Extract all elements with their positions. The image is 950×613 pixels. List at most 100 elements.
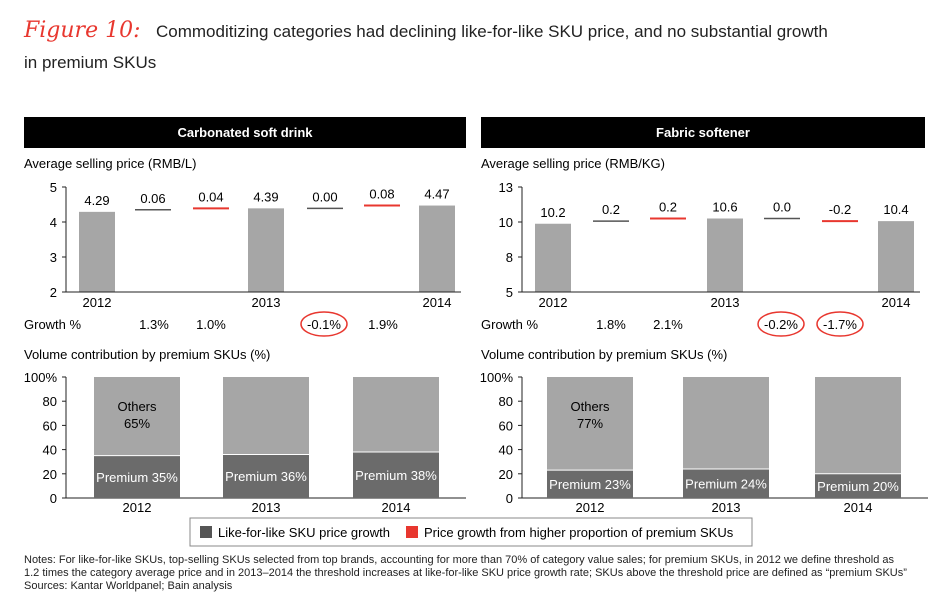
price-data-label: 0.2 xyxy=(659,200,677,215)
price-y-tick-label: 13 xyxy=(499,180,513,195)
price-y-tick-label: 3 xyxy=(50,250,57,265)
price-x-label: 2013 xyxy=(711,295,740,310)
price-data-label: -0.2 xyxy=(829,202,851,217)
panel-fabric-softener: Fabric softener Average selling price (RM… xyxy=(480,117,928,515)
price-data-label: 10.6 xyxy=(712,200,737,215)
volume-y-tick-label: 40 xyxy=(499,443,513,458)
volume-premium-label: Premium 23% xyxy=(549,477,631,492)
figure-title-line2: in premium SKUs xyxy=(24,53,156,72)
price-data-label: 0.2 xyxy=(602,202,620,217)
volume-y-tick-label: 60 xyxy=(499,418,513,433)
volume-bar-others xyxy=(547,377,633,471)
price-data-label: 0.04 xyxy=(198,189,223,204)
price-data-label: 4.47 xyxy=(424,187,449,202)
price-data-label: 10.4 xyxy=(883,202,908,217)
growth-value: -0.1% xyxy=(307,317,341,332)
price-data-label: 0.08 xyxy=(369,187,394,202)
panel-header-bar xyxy=(481,117,925,148)
volume-y-tick-label: 40 xyxy=(43,443,57,458)
price-data-label: 4.29 xyxy=(84,193,109,208)
volume-bar-premium xyxy=(547,470,633,498)
volume-bar-premium xyxy=(815,473,901,498)
volume-others-label: Others xyxy=(117,399,157,414)
price-x-label: 2014 xyxy=(882,295,911,310)
volume-y-tick-label: 60 xyxy=(43,418,57,433)
volume-x-label: 2014 xyxy=(844,500,873,515)
growth-value: -0.2% xyxy=(764,317,798,332)
volume-y-tick-label: 20 xyxy=(499,467,513,482)
growth-value: 1.8% xyxy=(596,317,626,332)
notes-line-2: 1.2 times the category average price and… xyxy=(24,567,907,579)
price-y-tick-label: 4 xyxy=(50,215,57,230)
volume-others-value: 77% xyxy=(577,416,603,431)
price-data-label: 0.06 xyxy=(140,191,165,206)
volume-x-label: 2012 xyxy=(123,500,152,515)
price-x-label: 2014 xyxy=(423,295,452,310)
panel-carbonated-soft-drink: Carbonated soft drink Average selling pri… xyxy=(24,117,466,515)
price-y-tick-label: 5 xyxy=(506,285,513,300)
volume-premium-label: Premium 38% xyxy=(355,468,437,483)
volume-bar-premium xyxy=(683,468,769,498)
panel-header-bar xyxy=(24,117,466,148)
growth-value: 2.1% xyxy=(653,317,683,332)
price-x-label: 2012 xyxy=(539,295,568,310)
price-data-label: 4.39 xyxy=(253,189,278,204)
legend-swatch-premium xyxy=(406,526,418,538)
price-subtitle: Average selling price (RMB/L) xyxy=(24,156,196,171)
volume-y-tick-label: 0 xyxy=(506,491,513,506)
volume-x-label: 2013 xyxy=(252,500,281,515)
volume-x-label: 2014 xyxy=(382,500,411,515)
volume-premium-label: Premium 24% xyxy=(685,476,767,491)
volume-bar-others xyxy=(223,377,309,455)
price-y-tick-label: 2 xyxy=(50,285,57,300)
price-x-label: 2012 xyxy=(83,295,112,310)
figure-title-line1: Commoditizing categories had declining l… xyxy=(156,22,828,41)
volume-bar-premium xyxy=(223,454,309,498)
growth-value: 1.9% xyxy=(368,317,398,332)
figure-label: Figure 10: xyxy=(23,18,141,43)
price-bar-total xyxy=(707,218,743,292)
growth-value: 1.3% xyxy=(139,317,169,332)
volume-y-tick-label: 20 xyxy=(43,467,57,482)
notes: Notes: For like-for-like SKUs, top-selli… xyxy=(24,554,939,593)
volume-y-tick-label: 100% xyxy=(24,370,58,385)
volume-premium-label: Premium 35% xyxy=(96,470,178,485)
panel-header-title: Fabric softener xyxy=(656,125,750,140)
volume-subtitle: Volume contribution by premium SKUs (%) xyxy=(24,347,270,362)
growth-highlight-circle xyxy=(816,311,864,337)
volume-y-tick-label: 100% xyxy=(480,370,514,385)
volume-y-tick-label: 80 xyxy=(499,394,513,409)
volume-y-tick-label: 0 xyxy=(50,491,57,506)
legend: Like-for-like SKU price growth Price gro… xyxy=(189,517,753,547)
growth-highlight-circle xyxy=(300,311,348,337)
panel-header-title: Carbonated soft drink xyxy=(177,125,313,140)
price-bar-total xyxy=(535,223,571,292)
growth-value: -1.7% xyxy=(823,317,857,332)
volume-bar-others xyxy=(815,377,901,474)
volume-subtitle: Volume contribution by premium SKUs (%) xyxy=(481,347,727,362)
volume-bar-others xyxy=(94,377,180,456)
legend-label-lfl: Like-for-like SKU price growth xyxy=(218,525,390,540)
volume-premium-label: Premium 36% xyxy=(225,469,307,484)
price-y-tick-label: 8 xyxy=(506,250,513,265)
price-y-tick-label: 5 xyxy=(50,180,57,195)
growth-row-label: Growth % xyxy=(481,317,539,332)
legend-label-premium: Price growth from higher proportion of p… xyxy=(424,525,734,540)
price-data-label: 0.0 xyxy=(773,200,791,215)
volume-x-label: 2012 xyxy=(576,500,605,515)
volume-bar-others xyxy=(353,377,439,453)
price-x-label: 2013 xyxy=(252,295,281,310)
volume-y-tick-label: 80 xyxy=(43,394,57,409)
price-subtitle: Average selling price (RMB/KG) xyxy=(481,156,665,171)
volume-others-label: Others xyxy=(570,399,610,414)
volume-premium-label: Premium 20% xyxy=(817,479,899,494)
notes-line-3: Sources: Kantar Worldpanel; Bain analysi… xyxy=(24,580,233,592)
price-bar-total xyxy=(419,205,455,292)
volume-bar-premium xyxy=(353,452,439,498)
volume-bar-others xyxy=(683,377,769,469)
price-bar-total xyxy=(878,221,914,292)
growth-highlight-circle xyxy=(757,311,805,337)
price-data-label: 0.00 xyxy=(312,189,337,204)
growth-row-label: Growth % xyxy=(24,317,82,332)
